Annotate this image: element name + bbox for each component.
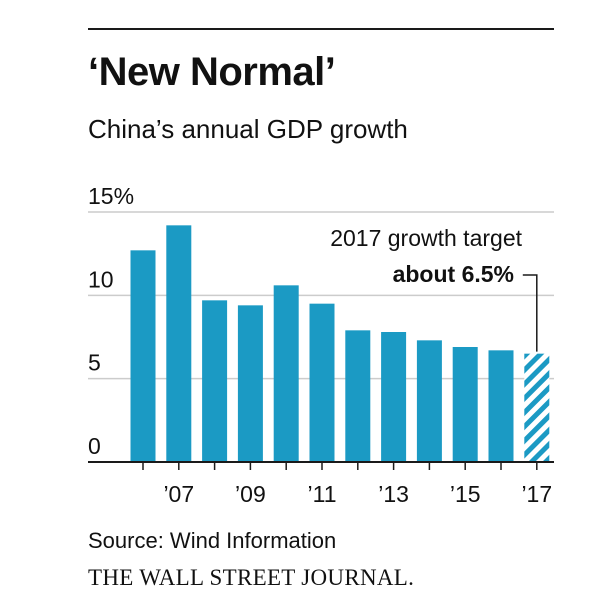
annotation-line1: 2017 growth target xyxy=(330,225,522,251)
annotation-leader-line xyxy=(522,274,538,352)
y-tick-label: 15% xyxy=(88,183,134,209)
y-tick-label: 10 xyxy=(88,266,114,292)
bar xyxy=(488,350,514,462)
bar xyxy=(416,340,442,462)
gdp-bar-chart: 0 5 10 15% ’07 ’09 ’11 ’13 ’15 ’17 2017 growth ta… xyxy=(88,183,554,507)
bar xyxy=(273,285,299,462)
publisher-logo: THE WALL STREET JOURNAL. xyxy=(88,565,415,590)
y-tick-label: 0 xyxy=(88,433,101,459)
x-tick-label: ’17 xyxy=(521,481,552,507)
bar-projected xyxy=(524,353,550,462)
bar xyxy=(452,347,478,462)
bar xyxy=(309,303,335,462)
x-tick-label: ’09 xyxy=(235,481,266,507)
annotation-line2: about 6.5% xyxy=(393,261,514,287)
bar xyxy=(381,332,407,462)
x-tick-label: ’15 xyxy=(450,481,481,507)
bar xyxy=(130,250,156,462)
chart-subtitle: China’s annual GDP growth xyxy=(88,114,408,144)
bar xyxy=(166,225,192,462)
bar xyxy=(345,330,371,462)
source-note: Source: Wind Information xyxy=(88,528,337,553)
x-tick-label: ’11 xyxy=(308,481,337,507)
y-tick-label: 5 xyxy=(88,350,101,376)
x-tick-label: ’07 xyxy=(163,481,194,507)
x-tick-label: ’13 xyxy=(378,481,409,507)
top-rule xyxy=(88,28,554,30)
chart-title: ‘New Normal’ xyxy=(88,50,336,94)
bar xyxy=(202,300,228,462)
bar xyxy=(237,305,263,462)
